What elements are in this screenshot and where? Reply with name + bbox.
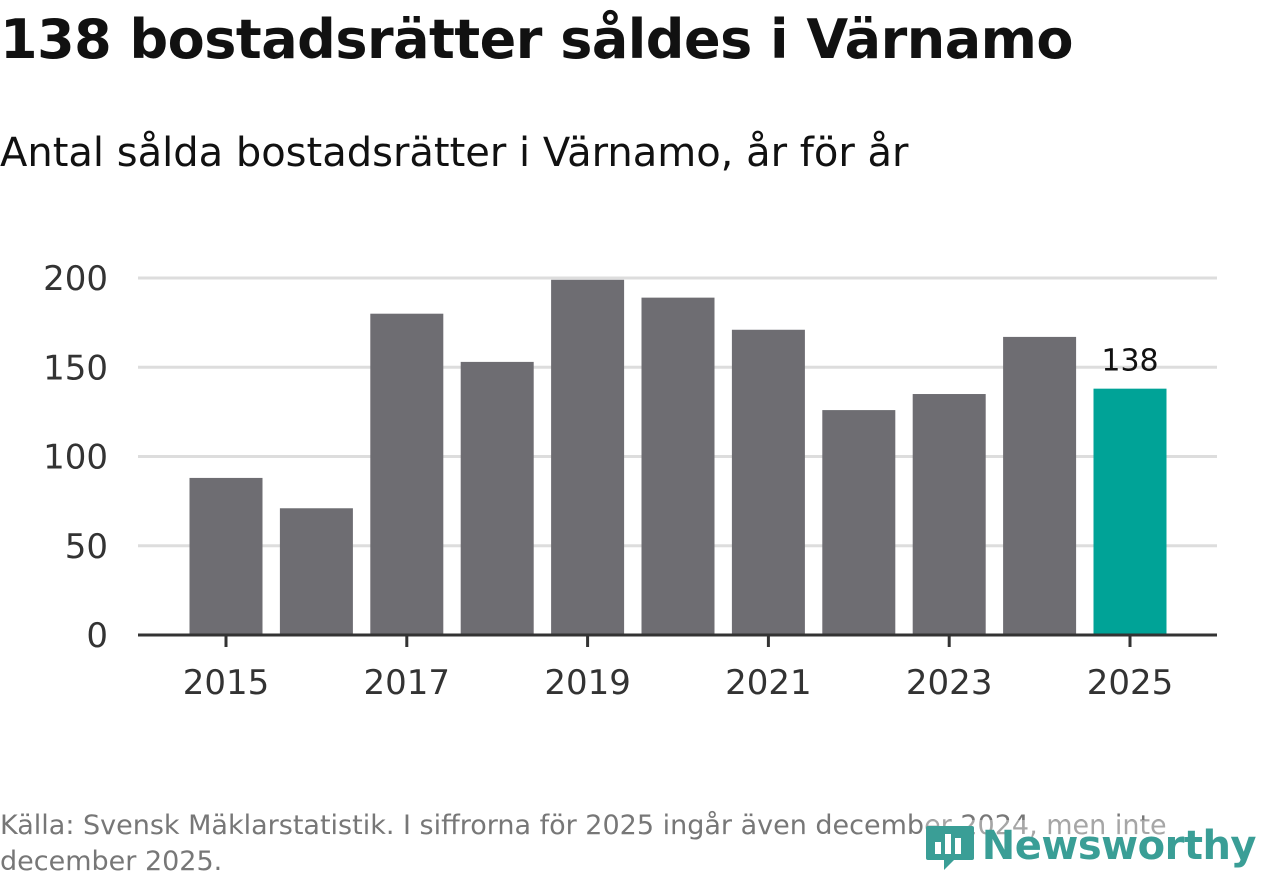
x-tick-label: 2023 — [906, 663, 993, 703]
x-tick-label: 2025 — [1087, 663, 1174, 703]
bar-2017 — [370, 313, 444, 635]
data-label: 138 — [1101, 344, 1158, 379]
bar-2015 — [189, 477, 263, 635]
x-tick-label: 2019 — [544, 663, 631, 703]
y-tick-label: 0 — [86, 616, 108, 656]
bar-2018 — [460, 361, 534, 635]
newsworthy-logo-icon — [925, 826, 974, 870]
y-tick-label: 100 — [43, 438, 108, 478]
y-tick-label: 200 — [43, 259, 108, 299]
x-tick-label: 2021 — [725, 663, 812, 703]
x-tick-label: 2017 — [364, 663, 451, 703]
bar-chart: 0 50 100 150 200 2015 2017 2019 2021 2023 2025 138 — [43, 259, 1217, 703]
bar-2023 — [912, 394, 986, 635]
chart-title: 138 bostadsrätter såldes i Värnamo — [0, 8, 1074, 71]
bar-2025 — [1093, 388, 1167, 635]
y-tick-label: 150 — [43, 348, 108, 388]
bar-2021 — [731, 329, 805, 635]
newsworthy-logo-text: Newsworthy — [981, 823, 1257, 869]
bar-2016 — [279, 508, 353, 635]
x-tick-label: 2015 — [183, 663, 270, 703]
bar-2022 — [822, 410, 896, 635]
chart-subtitle: Antal sålda bostadsrätter i Värnamo, år … — [0, 130, 909, 176]
bar-2024 — [1003, 336, 1077, 635]
bar-2020 — [641, 297, 715, 635]
newsworthy-logo: Newsworthy — [923, 820, 1257, 872]
y-tick-label: 50 — [65, 527, 108, 567]
bar-2019 — [551, 279, 625, 635]
source-note: Källa: Svensk Mäklarstatistik. I siffror… — [0, 810, 1167, 877]
